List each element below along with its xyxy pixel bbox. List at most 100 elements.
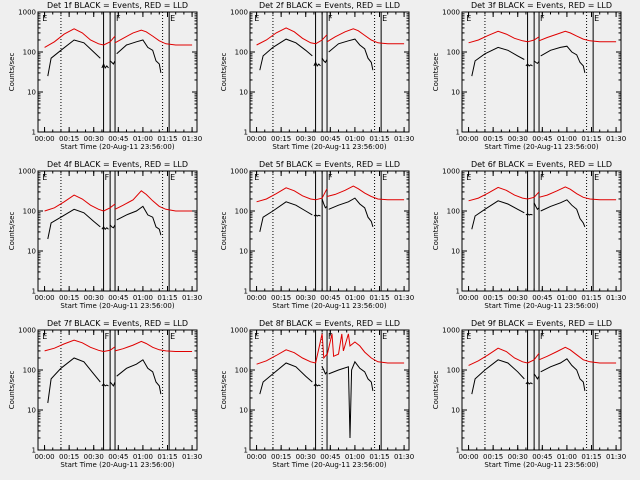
- x-tick-label: 00:45: [108, 294, 128, 302]
- x-tick-label: 01:00: [345, 294, 365, 302]
- lld-series-line: [315, 34, 328, 45]
- plot-frame: [249, 170, 410, 292]
- interval-marker: F: [540, 332, 545, 341]
- panel-det-7: Det 7f BLACK = Events, RED = LLD 1 10 100 10…: [8, 319, 202, 469]
- interval-marker: E: [254, 173, 259, 182]
- x-tick-label: 01:15: [369, 453, 389, 461]
- events-series-line: [321, 366, 328, 375]
- interval-marker: F: [116, 14, 121, 23]
- interval-marker: E: [42, 14, 47, 23]
- x-tick-label: 01:00: [345, 135, 365, 143]
- y-tick-label: 1: [456, 288, 460, 296]
- plot-frame: [37, 329, 198, 451]
- x-tick-label: 01:00: [557, 294, 577, 302]
- events-series-line: [313, 214, 321, 217]
- x-axis-label: Start Time (20-Aug-11 23:56:00): [60, 302, 174, 310]
- panel-title: Det 1f BLACK = Events, RED = LLD: [47, 1, 188, 10]
- panel-det-6: Det 6f BLACK = Events, RED = LLD 1 10 100 10…: [432, 160, 626, 310]
- interval-marker: F: [328, 332, 333, 341]
- x-tick-label: 01:00: [557, 453, 577, 461]
- interval-marker: E: [170, 173, 175, 182]
- x-tick-label: 00:15: [271, 453, 291, 461]
- y-tick-label: 100: [23, 208, 36, 216]
- interval-marker: E: [382, 14, 387, 23]
- x-tick-label: 01:00: [133, 453, 153, 461]
- events-series-line: [101, 62, 109, 69]
- events-series-line: [313, 61, 321, 67]
- events-series-line: [471, 359, 525, 395]
- x-axis-label: Start Time (20-Aug-11 23:56:00): [272, 302, 386, 310]
- lld-series-line: [527, 191, 540, 200]
- lld-series-line: [538, 30, 617, 43]
- panel-title: Det 6f BLACK = Events, RED = LLD: [471, 160, 612, 169]
- y-tick-label: 100: [23, 367, 36, 375]
- lld-series-line: [44, 28, 104, 48]
- x-axis-label: Start Time (20-Aug-11 23:56:00): [484, 143, 598, 151]
- x-tick-label: 00:15: [271, 294, 291, 302]
- y-tick-label: 100: [235, 367, 248, 375]
- events-series-line: [259, 38, 313, 71]
- x-tick-label: 00:00: [34, 135, 54, 143]
- x-tick-label: 00:45: [320, 453, 340, 461]
- x-tick-label: 00:00: [246, 294, 266, 302]
- x-tick-label: 00:30: [296, 453, 316, 461]
- x-tick-label: 00:45: [532, 294, 552, 302]
- interval-marker: E: [42, 173, 47, 182]
- x-tick-label: 01:30: [394, 294, 414, 302]
- x-axis-label: Start Time (20-Aug-11 23:56:00): [60, 143, 174, 151]
- lld-series-line: [103, 346, 116, 352]
- x-axis-label: Start Time (20-Aug-11 23:56:00): [484, 302, 598, 310]
- x-tick-label: 00:30: [84, 135, 104, 143]
- panel-det-1: Det 1f BLACK = Events, RED = LLD 1 10 100 10…: [8, 1, 202, 151]
- plot-frame: [37, 11, 198, 133]
- x-tick-label: 00:15: [483, 135, 503, 143]
- x-tick-label: 01:15: [157, 453, 177, 461]
- x-tick-label: 00:00: [458, 294, 478, 302]
- x-tick-label: 01:30: [394, 453, 414, 461]
- y-tick-label: 1000: [18, 9, 36, 17]
- x-tick-label: 01:30: [182, 453, 202, 461]
- x-tick-label: 00:15: [483, 294, 503, 302]
- lld-series-line: [256, 349, 316, 365]
- x-tick-label: 00:45: [320, 294, 340, 302]
- x-tick-label: 00:15: [271, 135, 291, 143]
- x-axis-label: Start Time (20-Aug-11 23:56:00): [484, 461, 598, 469]
- x-tick-label: 01:30: [394, 135, 414, 143]
- lld-series-line: [114, 340, 193, 352]
- y-tick-label: 10: [239, 248, 248, 256]
- lld-series-line: [468, 347, 528, 366]
- x-tick-label: 00:00: [34, 294, 54, 302]
- panel-det-4: Det 4f BLACK = Events, RED = LLD 1 10 100 10…: [8, 160, 202, 310]
- x-axis-label: Start Time (20-Aug-11 23:56:00): [60, 461, 174, 469]
- panel-det-9: Det 9f BLACK = Events, RED = LLD 1 10 100 10…: [432, 319, 626, 469]
- x-tick-label: 00:45: [108, 453, 128, 461]
- x-tick-label: 01:15: [369, 135, 389, 143]
- x-tick-label: 00:45: [320, 135, 340, 143]
- lld-series-line: [326, 185, 405, 201]
- interval-marker: E: [594, 332, 599, 341]
- x-tick-label: 01:00: [133, 135, 153, 143]
- interval-marker: E: [466, 14, 471, 23]
- y-tick-label: 100: [447, 49, 460, 57]
- y-axis-label: Counts/sec: [8, 212, 16, 251]
- x-tick-label: 00:00: [34, 453, 54, 461]
- lld-series-line: [538, 186, 617, 201]
- y-tick-label: 1: [456, 447, 460, 455]
- x-tick-label: 00:15: [483, 453, 503, 461]
- interval-marker: F: [540, 14, 545, 23]
- events-series-line: [540, 358, 586, 391]
- panel-title: Det 5f BLACK = Events, RED = LLD: [259, 160, 400, 169]
- plot-frame: [249, 11, 410, 133]
- y-tick-label: 1: [32, 447, 36, 455]
- events-series-line: [259, 362, 313, 395]
- x-axis-label: Start Time (20-Aug-11 23:56:00): [272, 461, 386, 469]
- x-tick-label: 00:15: [59, 294, 79, 302]
- events-series-line: [328, 197, 374, 228]
- interval-marker: E: [254, 14, 259, 23]
- y-tick-label: 1: [244, 447, 248, 455]
- lld-series-line: [256, 187, 316, 203]
- interval-marker: F: [328, 14, 333, 23]
- plot-frame: [37, 170, 198, 292]
- events-series-line: [540, 199, 586, 228]
